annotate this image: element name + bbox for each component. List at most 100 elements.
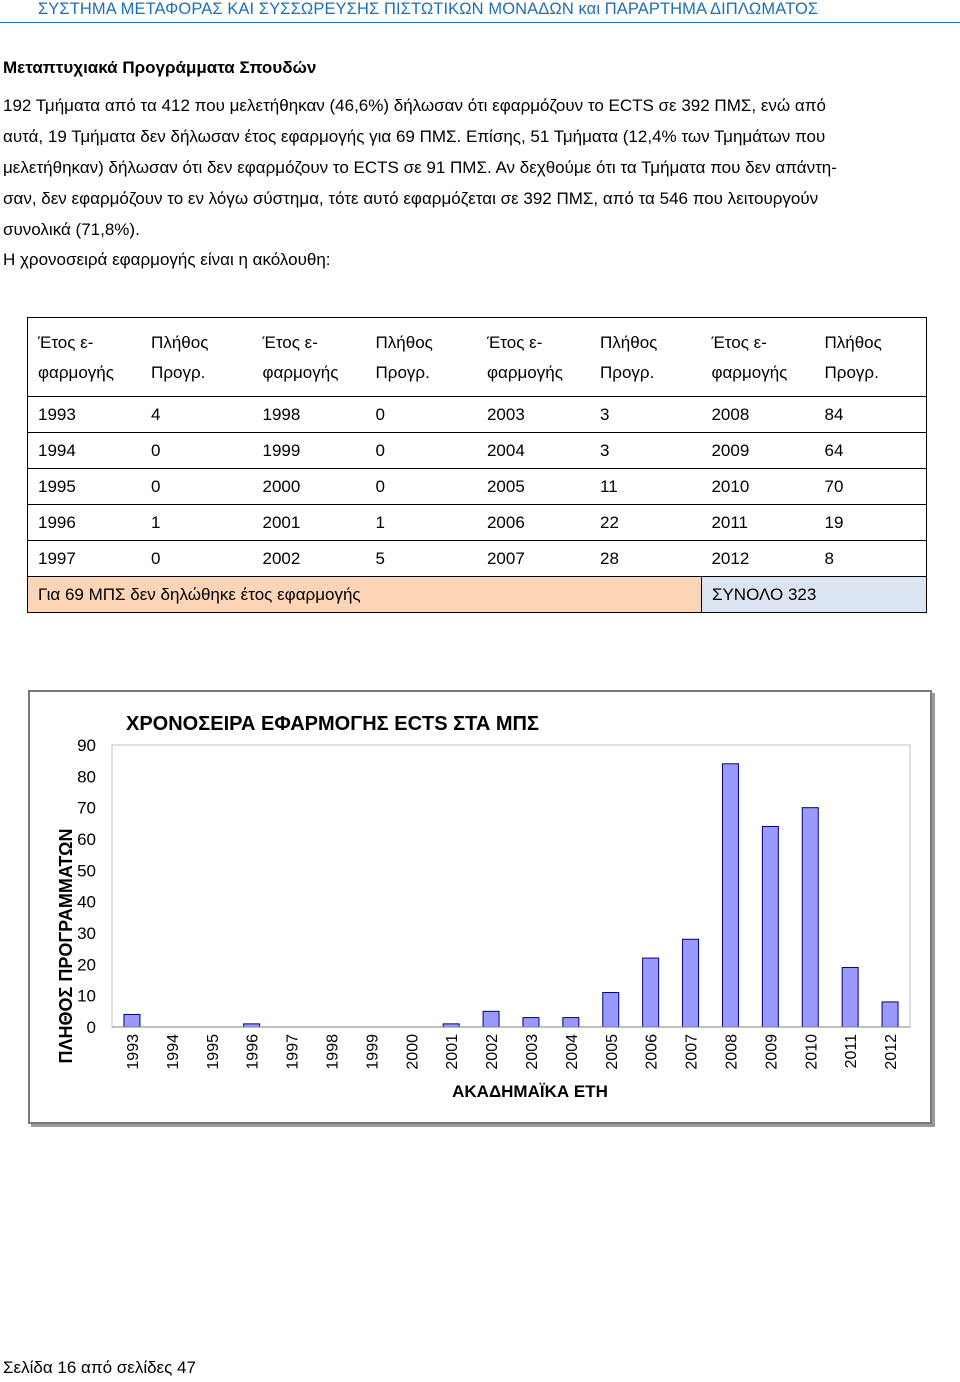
table-header-row: Έτος ε-φαρμογής Πλήθος Προγρ. Έτος ε-φαρμ…	[27, 317, 927, 397]
x-axis-label: ΑΚΑΔΗΜΑΪΚΑ ΕΤΗ	[452, 1082, 608, 1101]
section-title: Μεταπτυχιακά Προγράμματα Σπουδών	[3, 58, 317, 77]
running-header: ΣΥΣΤΗΜΑ ΜΕΤΑΦΟΡΑΣ ΚΑΙ ΣΥΣΣΩΡΕΥΣΗΣ ΠΙΣΤΩΤ…	[38, 0, 819, 18]
page-footer: Σελίδα 16 από σελίδες 47	[3, 1358, 196, 1377]
count-cell: 0	[365, 396, 477, 433]
header-year-cell: Έτος ε-φαρμογής	[252, 317, 366, 397]
table-row: 1993 4 1998 0 2003 3 2008 84	[27, 396, 927, 433]
x-tick-label: 1994	[165, 1034, 182, 1070]
bar	[761, 825, 779, 1028]
header-year-cell: Έτος ε-φαρμογής	[476, 317, 591, 397]
header-year-cell: Έτος ε-φαρμογής	[27, 317, 142, 397]
x-tick-label: 2007	[684, 1034, 701, 1070]
y-tick-label: 80	[77, 767, 96, 786]
x-tick-label: 1997	[285, 1034, 302, 1070]
table-footer-row: Για 69 ΜΠΣ δεν δηλώθηκε έτος εφαρμογής Σ…	[27, 576, 928, 613]
plot-area	[111, 744, 911, 1028]
count-cell: 3	[590, 432, 702, 469]
year-cell: 1999	[252, 432, 366, 469]
x-tick-label: 2001	[444, 1034, 461, 1070]
x-tick-label: 2012	[883, 1034, 900, 1070]
y-tick-label: 90	[77, 736, 96, 755]
paragraph-line: σαν, δεν εφαρμόζουν το εν λόγω σύστημα, …	[3, 189, 819, 208]
count-cell: 70	[814, 468, 927, 505]
bar	[602, 992, 620, 1028]
count-cell: 0	[141, 540, 253, 577]
paragraph-line: αυτά, 19 Τμήματα δεν δήλωσαν έτος εφαρμο…	[3, 127, 826, 146]
x-tick-label: 2011	[843, 1034, 860, 1069]
count-cell: 1	[141, 504, 253, 541]
bar	[801, 807, 819, 1028]
header-divider	[0, 22, 960, 23]
year-cell: 2008	[701, 396, 815, 433]
total-cell: ΣΥΝΟΛΟ 323	[700, 576, 928, 613]
year-cell: 1997	[27, 540, 142, 577]
year-cell: 2012	[701, 540, 815, 577]
bar	[721, 763, 739, 1028]
header-count-cell: Πλήθος Προγρ.	[365, 317, 477, 397]
year-cell: 2005	[476, 468, 591, 505]
count-cell: 84	[814, 396, 927, 433]
year-cell: 2003	[476, 396, 591, 433]
body-paragraph: 192 Τμήματα από τα 412 που μελετήθηκαν (…	[3, 90, 955, 245]
year-cell: 1994	[27, 432, 142, 469]
paragraph-line: 192 Τμήματα από τα 412 που μελετήθηκαν (…	[3, 96, 826, 115]
year-cell: 2001	[252, 504, 366, 541]
count-cell: 64	[814, 432, 927, 469]
y-tick-label: 20	[77, 955, 96, 974]
bar	[881, 1001, 899, 1028]
count-cell: 4	[141, 396, 253, 433]
x-tick-label: 1993	[125, 1034, 142, 1070]
y-tick-label: 40	[77, 893, 96, 912]
x-tick-label: 2002	[484, 1034, 501, 1070]
table-row: 1997 0 2002 5 2007 28 2012 8	[27, 540, 927, 577]
x-tick-label: 2008	[723, 1034, 740, 1070]
y-tick-label: 50	[77, 861, 96, 880]
year-cell: 1998	[252, 396, 366, 433]
x-tick-label: 2005	[604, 1034, 621, 1070]
header-count-cell: Πλήθος Προγρ.	[814, 317, 927, 397]
y-tick-label: 0	[87, 1018, 96, 1037]
y-tick-label: 10	[77, 987, 96, 1006]
paragraph-line: συνολικά (71,8%).	[3, 220, 140, 239]
table-row: 1994 0 1999 0 2004 3 2009 64	[27, 432, 927, 469]
year-cell: 2004	[476, 432, 591, 469]
bar	[841, 966, 859, 1028]
x-tick-label: 1999	[364, 1034, 381, 1070]
count-cell: 28	[590, 540, 702, 577]
year-cell: 2000	[252, 468, 366, 505]
implementation-table: Έτος ε-φαρμογής Πλήθος Προγρ. Έτος ε-φαρμ…	[27, 317, 928, 613]
year-cell: 2011	[701, 504, 815, 541]
x-tick-label: 2000	[404, 1034, 421, 1070]
bar	[482, 1010, 500, 1028]
year-cell: 1996	[27, 504, 142, 541]
count-cell: 22	[590, 504, 702, 541]
paragraph-line: μελετήθηκαν) δήλωσαν ότι δεν εφαρμόζουν …	[3, 158, 837, 177]
year-cell: 2007	[476, 540, 591, 577]
header-count-cell: Πλήθος Προγρ.	[141, 317, 253, 397]
count-cell: 0	[141, 468, 253, 505]
chart-frame: ΧΡΟΝΟΣΕΙΡΑ ΕΦΑΡΜΟΓΗΣ ECTS ΣΤΑ ΜΠΣ 0 10 20 30…	[28, 690, 932, 1124]
bar	[123, 1013, 141, 1028]
count-cell: 5	[365, 540, 477, 577]
table-row: 1995 0 2000 0 2005 11 2010 70	[27, 468, 927, 505]
x-tick-label: 2004	[564, 1034, 581, 1070]
year-cell: 2009	[701, 432, 815, 469]
year-cell: 2006	[476, 504, 591, 541]
year-cell: 1993	[27, 396, 142, 433]
count-cell: 8	[814, 540, 927, 577]
x-tick-label: 1995	[205, 1034, 222, 1070]
count-cell: 1	[365, 504, 477, 541]
bar	[562, 1017, 580, 1028]
x-tick-label: 1998	[324, 1034, 341, 1070]
x-tick-label: 1996	[245, 1034, 262, 1070]
year-cell: 1995	[27, 468, 142, 505]
y-tick-label: 70	[77, 799, 96, 818]
year-cell: 2010	[701, 468, 815, 505]
chart-title: ΧΡΟΝΟΣΕΙΡΑ ΕΦΑΡΜΟΓΗΣ ECTS ΣΤΑ ΜΠΣ	[126, 713, 539, 735]
y-tick-label: 60	[77, 830, 96, 849]
x-tick-label: 2009	[763, 1034, 780, 1070]
bar	[682, 938, 700, 1028]
count-cell: 3	[590, 396, 702, 433]
bar	[642, 957, 660, 1028]
undeclared-note-cell: Για 69 ΜΠΣ δεν δηλώθηκε έτος εφαρμογής	[27, 576, 702, 613]
